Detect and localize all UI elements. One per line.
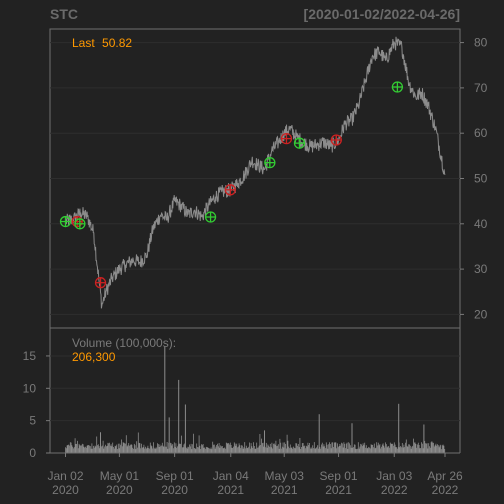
x-tick-year: 2022 — [432, 483, 459, 497]
price-tick-label: 30 — [474, 262, 488, 276]
x-tick-year: 2020 — [52, 483, 79, 497]
x-tick-label: Jan 04 — [213, 469, 249, 483]
price-tick-label: 50 — [474, 172, 488, 186]
x-tick-year: 2021 — [271, 483, 298, 497]
sell-signal-marker — [71, 215, 83, 228]
last-value: 50.82 — [102, 36, 132, 50]
x-tick-label: May 01 — [100, 469, 140, 483]
x-tick-label: Apr 26 — [427, 469, 463, 483]
sell-signal-marker — [94, 277, 107, 289]
signal-markers — [59, 81, 404, 289]
price-tick-label: 70 — [474, 81, 488, 95]
chart-title: STC — [50, 6, 78, 22]
x-tick-label: Jan 02 — [47, 469, 83, 483]
date-range: [2020-01-02/2022-04-26] — [304, 6, 460, 22]
buy-signal-marker — [293, 137, 306, 149]
volume-panel: 0 5 10 15 Volume (100,000s): 206,300 — [23, 327, 461, 460]
x-tick-label: Sep 01 — [156, 469, 194, 483]
last-value-annotation: Last 50.82 — [72, 36, 132, 50]
x-tick-year: 2020 — [106, 483, 133, 497]
price-line — [65, 36, 446, 309]
buy-signal-marker — [74, 218, 86, 230]
volume-tick-label: 15 — [23, 349, 37, 363]
x-tick-label: Sep 01 — [320, 469, 358, 483]
volume-label: Volume (100,000s): — [72, 336, 176, 350]
sell-signal-marker — [280, 132, 293, 145]
x-tick-label: May 03 — [265, 469, 305, 483]
sell-signal-marker — [224, 184, 236, 196]
volume-y-ticks: 0 5 10 15 — [23, 349, 50, 460]
volume-last-value: 206,300 — [72, 350, 116, 364]
price-tick-label: 20 — [474, 307, 488, 321]
x-tick-year: 2020 — [161, 483, 188, 497]
x-tick-year: 2021 — [325, 483, 352, 497]
volume-tick-label: 5 — [29, 414, 36, 428]
volume-bars — [65, 346, 446, 453]
buy-signal-marker — [204, 211, 217, 223]
price-tick-label: 60 — [474, 126, 488, 140]
x-tick-year: 2022 — [381, 483, 408, 497]
volume-tick-label: 10 — [23, 381, 37, 395]
buy-signal-marker — [59, 215, 72, 228]
x-tick-label: Jan 03 — [376, 469, 412, 483]
volume-tick-label: 0 — [29, 446, 36, 460]
last-label: Last — [72, 36, 95, 50]
price-tick-label: 40 — [474, 217, 488, 231]
price-panel: 20 30 40 50 60 70 80 Last 50.82 — [49, 28, 488, 329]
price-tick-label: 80 — [474, 36, 488, 50]
x-tick-year: 2021 — [217, 483, 244, 497]
sell-signal-marker — [330, 134, 342, 146]
buy-signal-marker — [391, 81, 404, 93]
price-y-ticks: 20 30 40 50 60 70 80 — [460, 36, 488, 321]
buy-signal-marker — [264, 156, 276, 169]
